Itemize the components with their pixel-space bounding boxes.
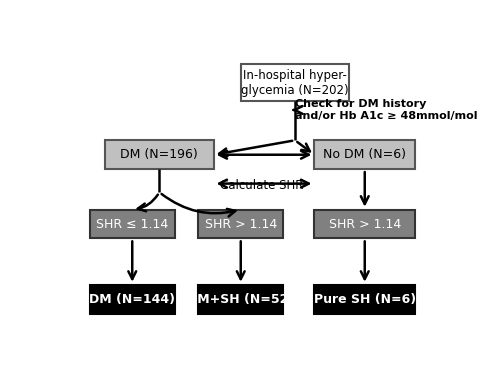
Text: Pure SH (N=6): Pure SH (N=6)	[314, 292, 416, 306]
Text: DM (N=196): DM (N=196)	[120, 148, 198, 161]
Text: Check for DM history
and/or Hb A1c ≥ 48mmol/mol: Check for DM history and/or Hb A1c ≥ 48m…	[295, 99, 478, 121]
Text: DM (N=144): DM (N=144)	[89, 292, 176, 306]
Text: SHR ≤ 1.14: SHR ≤ 1.14	[96, 217, 168, 231]
Text: In-hospital hyper-
glycemia (N=202): In-hospital hyper- glycemia (N=202)	[241, 69, 349, 96]
FancyBboxPatch shape	[105, 140, 214, 169]
FancyBboxPatch shape	[90, 285, 175, 314]
Text: DM+SH (N=52): DM+SH (N=52)	[187, 292, 294, 306]
FancyBboxPatch shape	[90, 210, 175, 238]
FancyBboxPatch shape	[198, 285, 284, 314]
FancyBboxPatch shape	[314, 140, 415, 169]
FancyBboxPatch shape	[198, 210, 284, 238]
FancyBboxPatch shape	[241, 64, 349, 101]
Text: SHR > 1.14: SHR > 1.14	[328, 217, 401, 231]
Text: Calculate SHR: Calculate SHR	[220, 178, 304, 192]
Text: SHR > 1.14: SHR > 1.14	[204, 217, 277, 231]
Text: No DM (N=6): No DM (N=6)	[323, 148, 406, 161]
FancyBboxPatch shape	[314, 285, 415, 314]
FancyBboxPatch shape	[314, 210, 415, 238]
